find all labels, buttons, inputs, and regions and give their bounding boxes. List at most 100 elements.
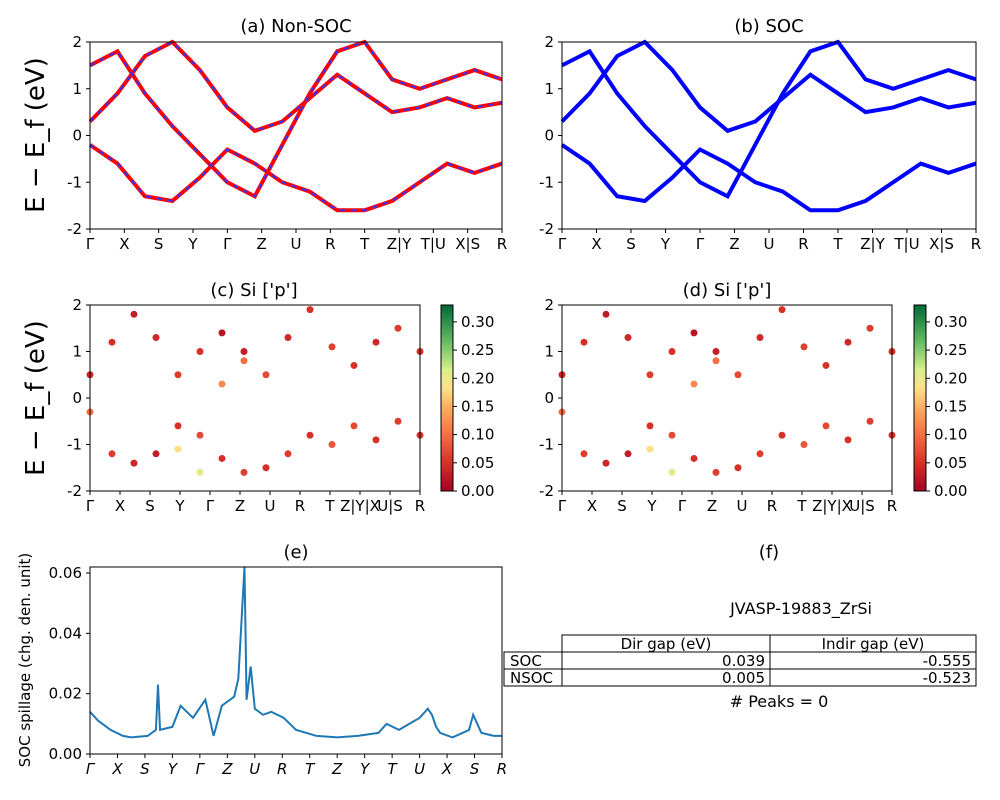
proj-point bbox=[130, 310, 138, 318]
proj-point bbox=[778, 431, 786, 439]
colorbar-tick-label: 0.30 bbox=[461, 313, 494, 331]
x-tick-label: Γ bbox=[86, 760, 96, 778]
x-tick-label: Γ bbox=[86, 497, 95, 515]
proj-point bbox=[130, 459, 138, 467]
colorbar-tick-label: 0.10 bbox=[461, 426, 494, 444]
y-tick-label: 0 bbox=[544, 389, 554, 407]
proj-point bbox=[240, 357, 248, 365]
x-tick-label: S bbox=[140, 760, 150, 778]
x-tick-label: T|U bbox=[420, 235, 446, 253]
proj-point bbox=[668, 348, 676, 355]
table-row-soc-label: SOC bbox=[510, 652, 542, 670]
proj-point bbox=[668, 468, 676, 476]
y-tick-label: 0.04 bbox=[49, 624, 82, 642]
proj-point bbox=[196, 348, 204, 355]
spillage-ylabel: SOC spillage (chg. den. unit) bbox=[16, 553, 34, 768]
proj-point bbox=[624, 334, 632, 342]
x-tick-label: S bbox=[617, 497, 627, 515]
proj-point bbox=[822, 422, 830, 430]
x-tick-label: U bbox=[737, 497, 748, 515]
proj-point bbox=[306, 431, 314, 439]
panel-b-title: (b) SOC bbox=[734, 16, 803, 37]
panel-a-title: (a) Non-SOC bbox=[240, 16, 351, 37]
proj-point bbox=[866, 417, 874, 425]
x-tick-label: Γ bbox=[206, 497, 215, 515]
x-tick-label: Y bbox=[168, 760, 179, 778]
proj-point bbox=[778, 306, 786, 314]
x-tick-label: Z|Y|X bbox=[812, 497, 852, 515]
colorbar-c: 0.00 0.05 0.10 0.15 0.20 0.25 0.30 bbox=[440, 304, 494, 500]
band-line-1 bbox=[560, 143, 977, 213]
colorbar-tick-label: 0.20 bbox=[934, 369, 967, 387]
x-tick-label: Z|Y|X bbox=[340, 497, 380, 515]
proj-point bbox=[174, 445, 182, 453]
panel-f-table: JVASP-19883_ZrSi Dir gap (eV) Indir gap … bbox=[503, 599, 977, 711]
table-row-soc-indir: -0.555 bbox=[923, 652, 971, 670]
proj-point bbox=[306, 306, 314, 314]
x-tick-label: U bbox=[249, 760, 260, 778]
x-tick-label: X bbox=[111, 760, 123, 778]
table-caption: JVASP-19883_ZrSi bbox=[729, 599, 872, 619]
y-tick-label: -2 bbox=[539, 482, 554, 500]
proj-point bbox=[328, 441, 336, 448]
x-tick-label: S bbox=[145, 497, 155, 515]
band-ylabel-middle: E − E_f (eV) bbox=[21, 320, 51, 476]
y-tick-label: -1 bbox=[67, 173, 82, 191]
colorbar-tick-label: 0.05 bbox=[461, 454, 494, 472]
plot-frame bbox=[561, 304, 893, 492]
x-tick-label: U|S bbox=[849, 497, 875, 515]
colorbar-gradient bbox=[440, 304, 454, 492]
x-tick-label: T bbox=[359, 235, 370, 253]
panel-f-title: (f) bbox=[759, 542, 779, 563]
proj-point bbox=[844, 338, 852, 346]
band-line-dashed-0 bbox=[89, 40, 503, 132]
proj-point bbox=[602, 459, 610, 467]
x-tick-label: X|S bbox=[455, 235, 480, 253]
x-tick-label: U bbox=[265, 497, 276, 515]
proj-point bbox=[866, 324, 874, 332]
x-tick-label: R bbox=[497, 235, 507, 253]
x-tick-label: T bbox=[796, 497, 807, 515]
proj-point bbox=[394, 417, 402, 425]
x-tick-label: S bbox=[154, 235, 164, 253]
x-tick-label: X|S bbox=[929, 235, 954, 253]
proj-point bbox=[152, 334, 160, 342]
x-tick-label: R bbox=[295, 497, 305, 515]
x-tick-label: Z bbox=[707, 497, 717, 515]
x-tick-label: Z bbox=[257, 235, 267, 253]
x-tick-label: T bbox=[388, 760, 399, 778]
band-line-dashed-2 bbox=[89, 40, 503, 198]
colorbar-tick-label: 0.25 bbox=[934, 341, 967, 359]
x-tick-label: Γ bbox=[558, 235, 567, 253]
proj-point bbox=[262, 371, 270, 379]
x-tick-label: R bbox=[415, 497, 425, 515]
band-line-2 bbox=[561, 39, 977, 199]
proj-point bbox=[372, 436, 380, 444]
proj-point bbox=[690, 454, 698, 462]
proj-point bbox=[262, 464, 270, 472]
panel-b: -2 -1 0 1 2 Γ X S Y Γ Z U R T Z|Y T|U X|S R bbox=[539, 33, 981, 253]
colorbar-tick-label: 0.10 bbox=[934, 426, 967, 444]
proj-point bbox=[284, 450, 292, 458]
proj-point bbox=[580, 338, 588, 346]
proj-point bbox=[800, 343, 808, 351]
x-tick-label: R bbox=[798, 235, 808, 253]
panel-c: -2 -1 0 1 2 Γ X S Y Γ Z U R T Z|Y|XU|S R bbox=[67, 296, 425, 515]
proj-point bbox=[174, 422, 182, 430]
y-tick-label: 2 bbox=[72, 296, 82, 314]
x-tick-label: Γ bbox=[86, 235, 95, 253]
y-tick-label: 1 bbox=[544, 80, 554, 98]
colorbar-tick-label: 0.15 bbox=[461, 397, 494, 415]
x-tick-label: Z|Y bbox=[387, 235, 412, 253]
proj-point bbox=[328, 343, 336, 351]
proj-point bbox=[844, 436, 852, 444]
colorbar-tick-label: 0.25 bbox=[461, 341, 494, 359]
x-tick-label: U bbox=[764, 235, 775, 253]
x-tick-label: Γ bbox=[558, 497, 567, 515]
y-tick-label: -1 bbox=[67, 436, 82, 454]
x-tick-label: T|U bbox=[893, 235, 919, 253]
proj-point bbox=[602, 310, 610, 318]
panel-a: -2 -1 0 1 2 Γ X S Y Γ Z U R T Z|Y T|U X|S R bbox=[67, 33, 507, 253]
y-tick-label: 1 bbox=[72, 80, 82, 98]
y-tick-label: 0.00 bbox=[49, 745, 82, 763]
